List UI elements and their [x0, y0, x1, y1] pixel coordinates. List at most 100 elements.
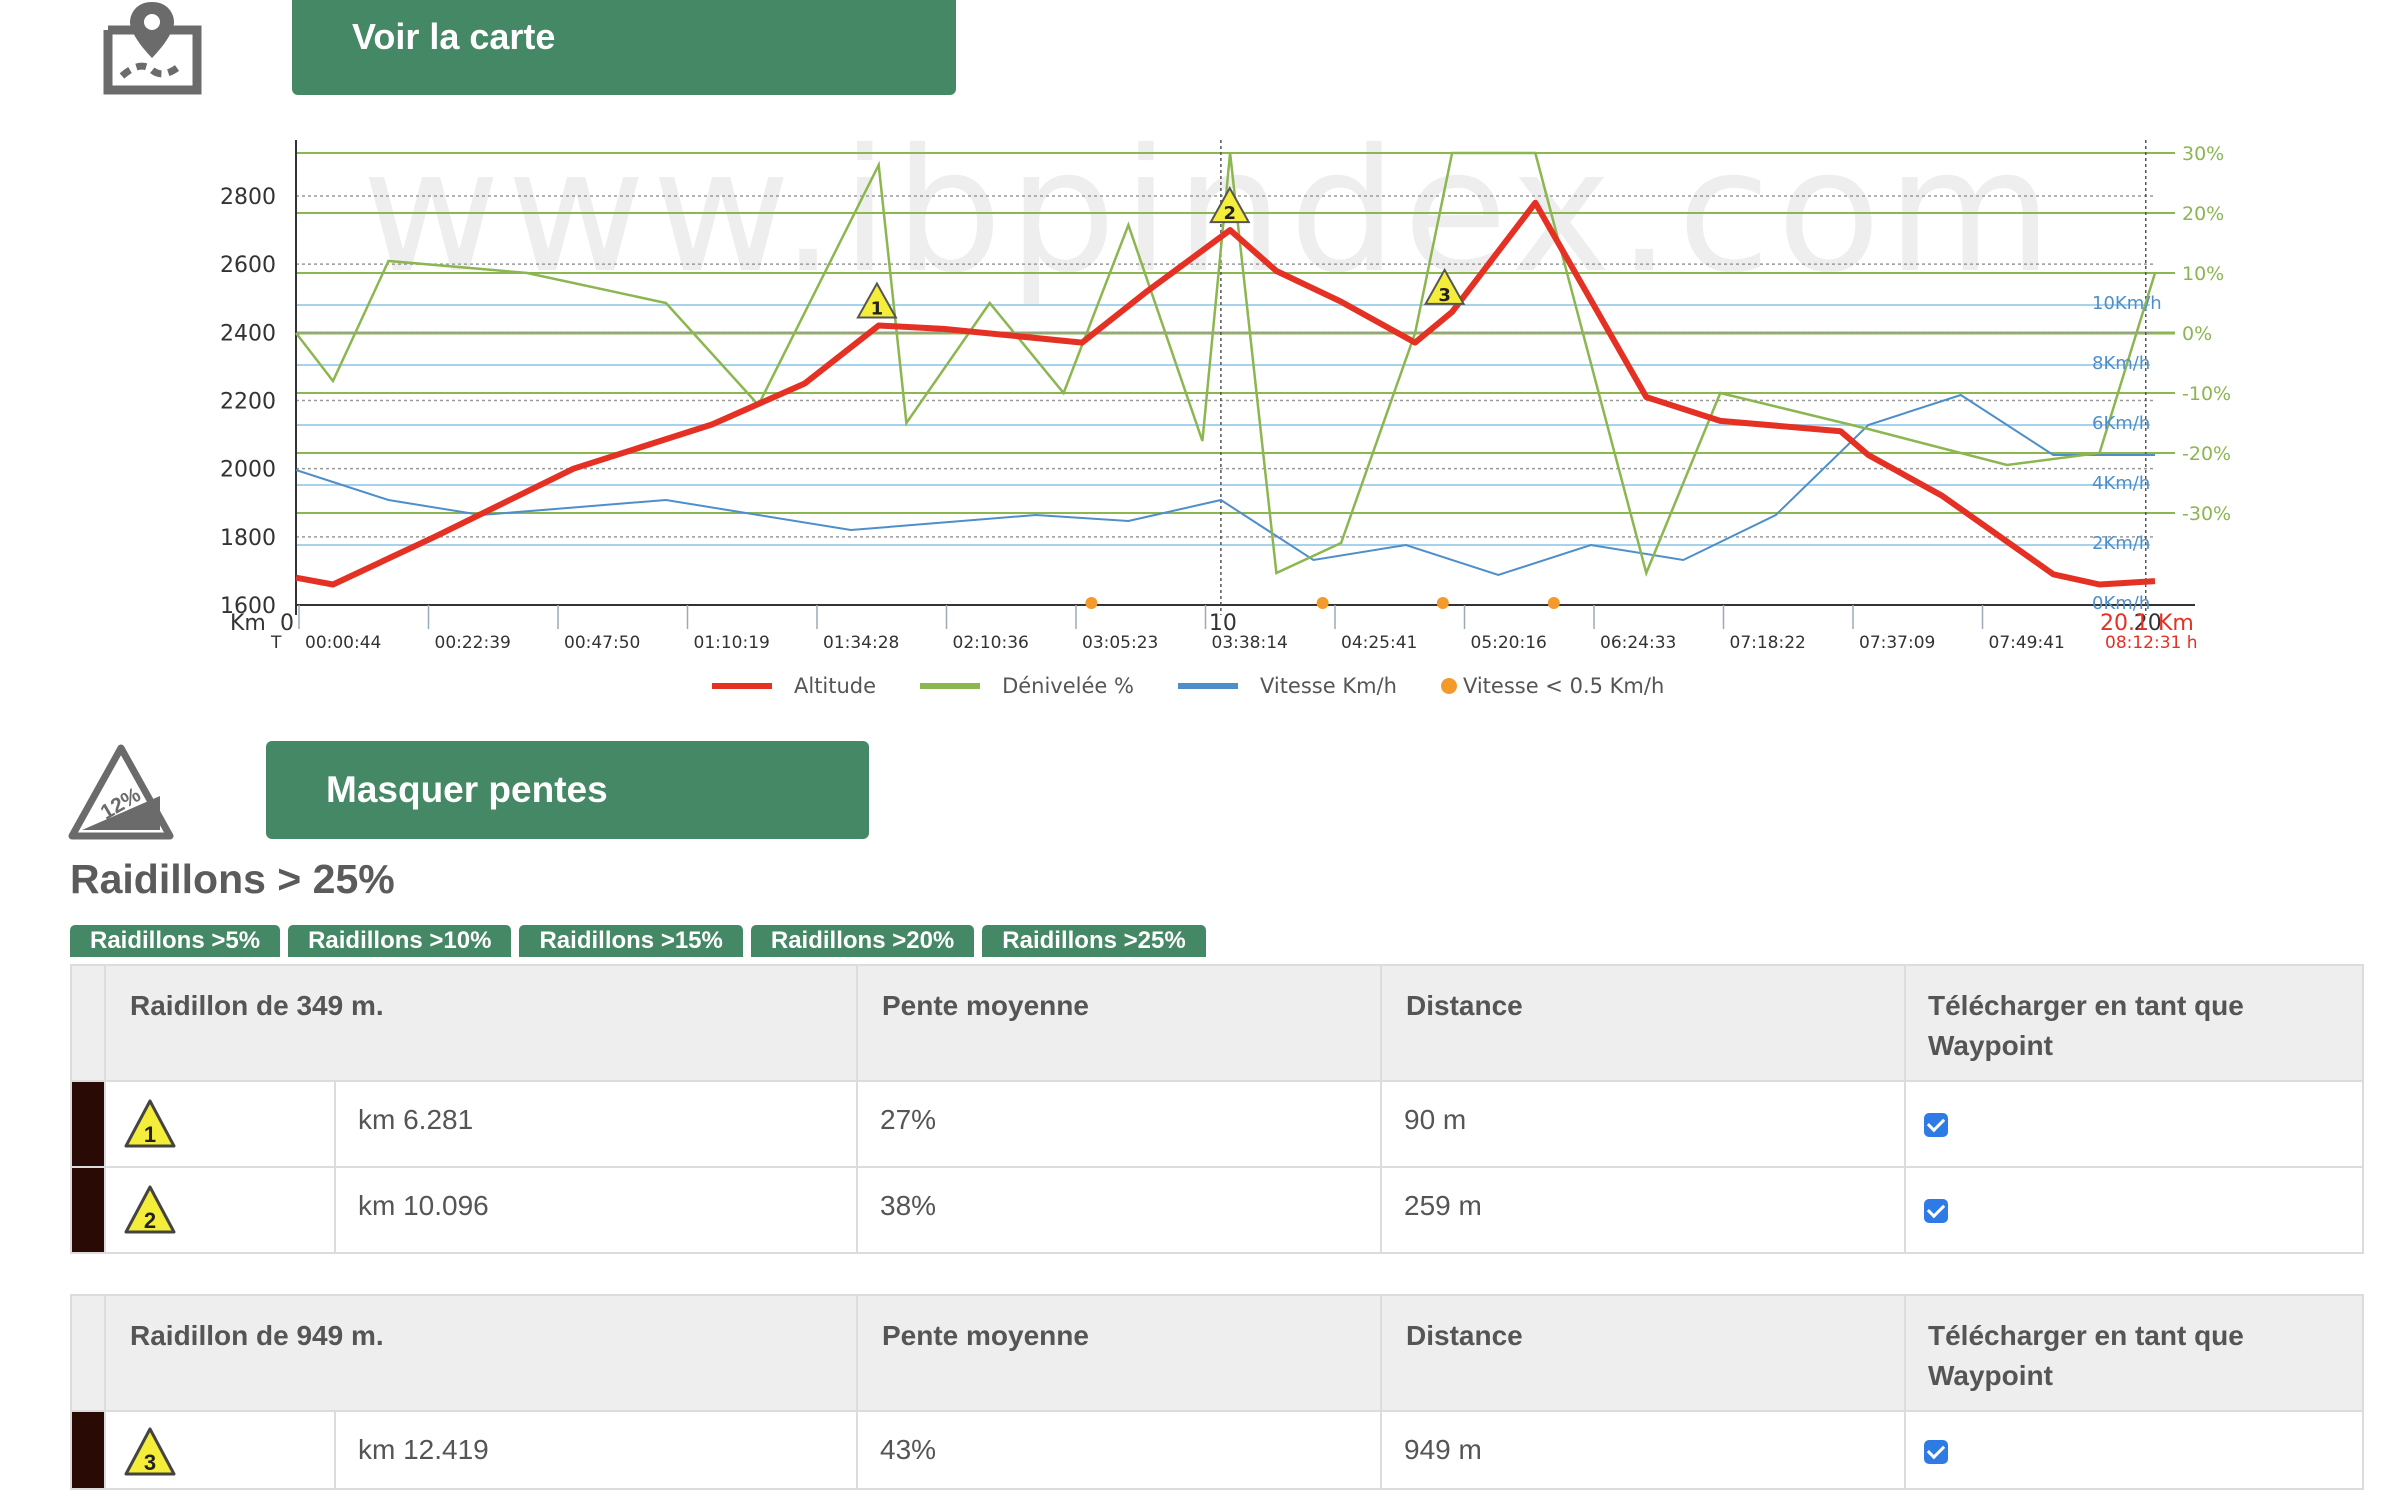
table-header-download: Télécharger en tant que Waypoint: [1904, 1294, 2364, 1412]
speed-tick-label: 10Km/h: [2092, 293, 2162, 314]
speed-tick-label: 6Km/h: [2092, 413, 2150, 434]
speed-tick-label: 0Km/h: [2092, 593, 2150, 614]
warning-triangle-icon: [1209, 186, 1251, 224]
row-color-marker: [70, 1080, 106, 1168]
time-tick-label: 00:47:50: [564, 633, 640, 653]
svg-text:3: 3: [144, 1450, 156, 1475]
grade-series-line: [295, 151, 2157, 577]
row-distance: 259 m: [1380, 1166, 1906, 1254]
legend-grade: Dénivelée %: [920, 674, 1134, 698]
show-map-button[interactable]: Voir la carte: [292, 0, 956, 95]
km-end-label: 20.1: [2100, 611, 2149, 636]
time-tick-label: 01:10:19: [694, 633, 770, 653]
svg-text:2: 2: [144, 1208, 156, 1233]
row-slope: 27%: [856, 1080, 1382, 1168]
table-header-download: Télécharger en tant que Waypoint: [1904, 964, 2364, 1082]
grade-tick-label: 0%: [2182, 323, 2212, 345]
profile-warning-marker: 3: [1423, 267, 1466, 306]
row-distance: 90 m: [1380, 1080, 1906, 1168]
grade-tick-label: 30%: [2182, 143, 2224, 165]
tab-slopes-15[interactable]: Raidillons >15%: [519, 925, 743, 957]
row-slope: 38%: [856, 1166, 1382, 1254]
legend-altitude: Altitude: [712, 674, 876, 698]
km-tick-label: 20: [2134, 611, 2162, 636]
stop-point: [1547, 597, 1560, 609]
table-header-marker: [70, 1294, 106, 1412]
table-header-marker: [70, 964, 106, 1082]
warning-triangle-icon: [856, 281, 898, 319]
altitude-tick-label: 2200: [220, 390, 276, 415]
hide-slopes-button[interactable]: Masquer pentes: [266, 741, 869, 839]
warning-marker-label: 1: [871, 299, 884, 320]
row-marker-cell: 2: [104, 1166, 336, 1254]
tab-slopes-5[interactable]: Raidillons >5%: [70, 925, 281, 957]
time-tick-label: 06:24:33: [1600, 633, 1676, 653]
t-axis-label: T: [270, 633, 282, 653]
altitude-tick-label: 1600: [220, 594, 276, 619]
time-tick-label: 02:10:36: [953, 633, 1029, 653]
warning-triangle-icon: [1423, 267, 1466, 305]
altitude-tick-label: 1800: [220, 526, 276, 551]
speed-series-line: [295, 393, 2155, 577]
slope-filter-tabs: Raidillons >5% Raidillons >10% Raidillon…: [70, 925, 1214, 957]
row-download-cell: [1904, 1080, 2364, 1168]
legend-grade-label: Dénivelée %: [1002, 674, 1134, 698]
profile-warning-marker: 1: [856, 281, 898, 320]
warning-marker-label: 3: [1438, 285, 1451, 306]
table-header-distance: Distance: [1380, 964, 1906, 1082]
waypoint-checkbox[interactable]: [1924, 1440, 1948, 1464]
tab-slopes-20[interactable]: Raidillons >20%: [750, 925, 975, 957]
legend-speed-label: Vitesse Km/h: [1259, 674, 1397, 698]
table-header-title: Raidillon de 349 m.: [104, 964, 858, 1082]
tab-slopes-10[interactable]: Raidillons >10%: [288, 925, 512, 957]
legend-stop-label: Vitesse < 0.5 Km/h: [1462, 674, 1665, 698]
map-pin-icon: [100, 0, 205, 96]
km-tick-label: 0: [280, 611, 294, 636]
km-unit-label: Km: [2158, 611, 2194, 636]
warning-marker-label: 2: [1223, 203, 1236, 224]
table-header-distance: Distance: [1380, 1294, 1906, 1412]
legend-altitude-label: Altitude: [794, 674, 877, 698]
row-color-marker: [70, 1166, 106, 1254]
stop-point: [1085, 597, 1098, 609]
row-download-cell: [1904, 1410, 2364, 1490]
altitude-tick-label: 2400: [220, 321, 276, 346]
speed-tick-label: 4Km/h: [2092, 473, 2150, 494]
chart-legend: Altitude Dénivelée % Vitesse Km/h Vitess…: [712, 668, 1708, 704]
grade-tick-label: 20%: [2182, 203, 2224, 225]
altitude-tick-label: 2800: [220, 185, 276, 210]
waypoint-checkbox[interactable]: [1924, 1113, 1948, 1137]
waypoint-checkbox[interactable]: [1924, 1199, 1948, 1223]
time-tick-label: 05:20:16: [1471, 633, 1547, 653]
row-distance: 949 m: [1380, 1410, 1906, 1490]
grade-tick-label: -10%: [2182, 383, 2231, 405]
km-tick-label: 10: [1209, 611, 1237, 636]
legend-speed: Vitesse Km/h: [1177, 674, 1397, 698]
altitude-tick-label: 2600: [220, 253, 276, 278]
time-tick-label: 00:00:44: [305, 633, 381, 653]
row-marker-cell: 3: [104, 1410, 336, 1490]
time-tick-label: 00:22:39: [435, 633, 511, 653]
profile-warning-marker: 2: [1209, 186, 1251, 224]
speed-tick-label: 8Km/h: [2092, 353, 2150, 374]
km-axis-label: Km: [230, 611, 266, 636]
row-download-cell: [1904, 1166, 2364, 1254]
time-tick-label: 07:18:22: [1730, 633, 1806, 653]
time-tick-label: 07:49:41: [1989, 633, 2065, 653]
slope-percent-icon: 12%: [68, 744, 174, 840]
tab-slopes-25[interactable]: Raidillons >25%: [982, 925, 1206, 957]
legend-stop: Vitesse < 0.5 Km/h: [1440, 674, 1665, 698]
grade-tick-label: 10%: [2182, 263, 2224, 285]
speed-tick-label: 2Km/h: [2092, 533, 2150, 554]
table-header-title: Raidillon de 949 m.: [104, 1294, 858, 1412]
row-color-marker: [70, 1410, 106, 1490]
time-tick-label: 04:25:41: [1341, 633, 1417, 653]
row-km: km 6.281: [334, 1080, 858, 1168]
elevation-profile-chart: www.ibpindex.com 123 30%20%10%0%-10%-20%…: [220, 113, 2231, 653]
row-marker-cell: 1: [104, 1080, 336, 1168]
altitude-series-line: [295, 199, 2156, 588]
section-title: Raidillons > 25%: [70, 856, 395, 902]
grade-tick-label: -20%: [2182, 443, 2231, 465]
warning-marker-3-icon: 3: [124, 1427, 176, 1476]
row-km: km 12.419: [334, 1410, 858, 1490]
